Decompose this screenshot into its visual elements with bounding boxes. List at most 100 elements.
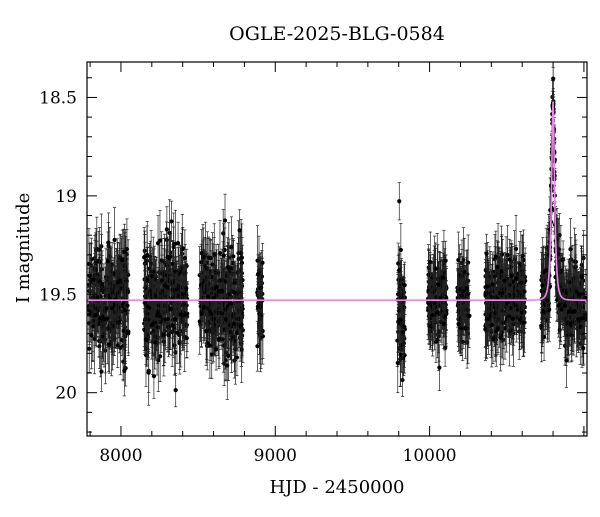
data-marker	[122, 250, 126, 254]
data-marker	[111, 290, 115, 294]
data-marker	[125, 304, 129, 308]
data-marker	[231, 335, 235, 339]
data-marker	[87, 321, 91, 325]
data-marker	[170, 323, 174, 327]
x-axis-label: HJD - 2450000	[269, 477, 404, 498]
data-marker	[91, 324, 95, 328]
data-marker	[217, 336, 221, 340]
data-marker	[161, 333, 165, 337]
data-marker	[399, 248, 403, 252]
data-marker	[166, 255, 170, 259]
data-marker	[229, 245, 233, 249]
data-marker	[221, 231, 225, 235]
data-marker	[174, 269, 178, 273]
data-marker	[207, 256, 211, 260]
data-marker	[169, 307, 173, 311]
data-marker	[211, 275, 215, 279]
data-marker	[208, 309, 212, 313]
data-marker	[175, 287, 179, 291]
data-marker	[238, 324, 242, 328]
data-marker	[199, 260, 203, 264]
data-marker	[173, 317, 177, 321]
data-marker	[106, 241, 110, 245]
data-marker	[144, 338, 148, 342]
data-marker	[102, 317, 106, 321]
data-marker	[160, 278, 164, 282]
data-marker	[115, 280, 119, 284]
data-points	[87, 62, 588, 407]
data-marker	[215, 285, 219, 289]
data-marker	[99, 369, 103, 373]
data-marker	[178, 341, 182, 345]
data-marker	[398, 353, 402, 357]
data-marker	[229, 301, 233, 305]
y-axis-label: I magnitude	[13, 193, 34, 304]
data-marker	[95, 295, 99, 299]
data-marker	[228, 323, 232, 327]
data-marker	[142, 255, 146, 259]
data-marker	[174, 388, 178, 392]
data-marker	[201, 255, 205, 259]
data-marker	[203, 290, 207, 294]
data-marker	[235, 355, 239, 359]
data-marker	[98, 316, 102, 320]
data-marker	[123, 308, 127, 312]
data-marker	[199, 312, 203, 316]
data-marker	[398, 321, 402, 325]
data-marker	[184, 286, 188, 290]
data-marker	[162, 283, 166, 287]
data-marker	[214, 309, 218, 313]
data-marker	[403, 283, 407, 287]
data-marker	[229, 330, 233, 334]
data-marker	[116, 343, 120, 347]
data-marker	[173, 242, 177, 246]
data-marker	[222, 254, 226, 258]
data-marker	[143, 317, 147, 321]
data-marker	[183, 256, 187, 260]
data-marker	[147, 371, 151, 375]
data-point	[126, 311, 130, 356]
data-marker	[166, 333, 170, 337]
data-point	[397, 183, 401, 220]
data-marker	[151, 270, 155, 274]
data-marker	[231, 254, 235, 258]
data-marker	[122, 369, 126, 373]
data-marker	[143, 301, 147, 305]
data-marker	[204, 329, 208, 333]
chart-title: OGLE-2025-BLG-0584	[229, 23, 445, 45]
data-marker	[98, 279, 102, 283]
data-marker	[226, 265, 230, 269]
data-marker	[258, 286, 262, 290]
data-marker	[240, 255, 244, 259]
data-marker	[158, 239, 162, 243]
data-marker	[256, 272, 260, 276]
data-marker	[108, 293, 112, 297]
data-marker	[106, 259, 110, 263]
data-marker	[110, 306, 114, 310]
data-marker	[260, 261, 264, 265]
data-marker	[396, 361, 400, 365]
data-marker	[185, 336, 189, 340]
data-marker	[214, 347, 218, 351]
data-marker	[143, 286, 147, 290]
data-marker	[150, 274, 154, 278]
data-marker	[164, 317, 168, 321]
data-marker	[237, 228, 241, 232]
data-marker	[87, 347, 91, 351]
data-marker	[120, 258, 124, 262]
data-marker	[202, 305, 206, 309]
data-marker	[220, 337, 224, 341]
data-marker	[255, 258, 259, 262]
data-marker	[162, 340, 166, 344]
data-point	[174, 373, 178, 406]
data-marker	[158, 314, 162, 318]
data-marker	[91, 277, 95, 281]
data-marker	[112, 238, 116, 242]
data-marker	[223, 307, 227, 311]
data-marker	[397, 199, 401, 203]
data-marker	[206, 295, 210, 299]
data-marker	[179, 312, 183, 316]
data-marker	[200, 251, 204, 255]
